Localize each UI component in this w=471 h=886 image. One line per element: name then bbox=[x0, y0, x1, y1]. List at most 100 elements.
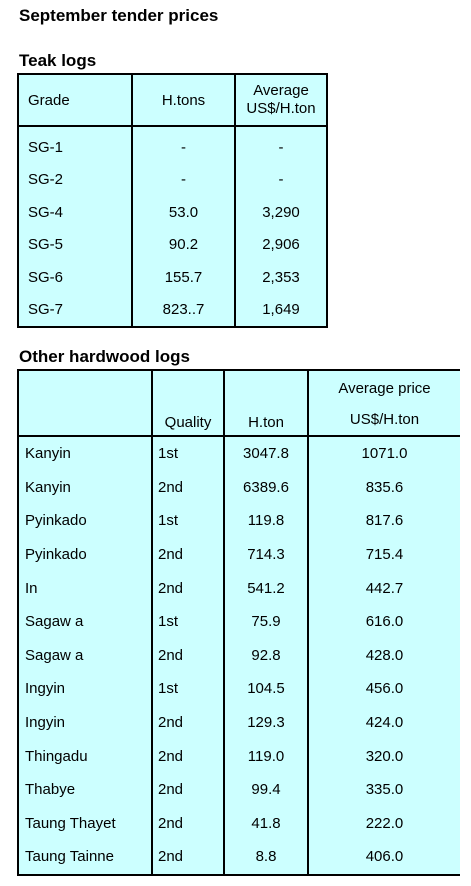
hardwood-species-cell: Sagaw a bbox=[18, 604, 153, 639]
hardwood-header-price: Average price US$/H.ton bbox=[308, 370, 460, 437]
teak-table-row: SG-7 823..7 1,649 bbox=[18, 293, 327, 327]
hardwood-header-row: Quality H.ton Average price US$/H.ton bbox=[18, 370, 460, 437]
teak-table-row: SG-5 90.2 2,906 bbox=[18, 228, 327, 261]
hardwood-quality-cell: 1st bbox=[152, 436, 225, 471]
teak-tons-cell: 53.0 bbox=[132, 196, 236, 229]
hardwood-table-row: Kanyin 1st 3047.8 1071.0 bbox=[18, 436, 460, 471]
hardwood-header-ton: H.ton bbox=[224, 370, 309, 437]
hardwood-price-cell: 1071.0 bbox=[361, 445, 408, 463]
hardwood-ton-cell: 41.8 bbox=[224, 806, 309, 841]
teak-header-price-line2: US$/H.ton bbox=[246, 100, 316, 117]
teak-tons-cell: - bbox=[132, 163, 236, 196]
hardwood-species-cell: Thingadu bbox=[18, 739, 153, 773]
teak-grade-cell: SG-6 bbox=[18, 261, 133, 294]
hardwood-table-row: Thabye 2nd 99.4 335.0 bbox=[18, 772, 460, 807]
teak-header-price: Average US$/H.ton bbox=[235, 74, 327, 127]
hardwood-species-cell: Pyinkado bbox=[18, 537, 153, 572]
teak-tons-cell: 823..7 bbox=[132, 293, 236, 327]
hardwood-quality-cell: 2nd bbox=[152, 772, 225, 807]
hardwood-table-row: Pyinkado 2nd 714.3 715.4 bbox=[18, 537, 460, 572]
hardwood-ton-cell: 92.8 bbox=[224, 638, 309, 673]
hardwood-quality-cell: 2nd bbox=[152, 470, 225, 505]
hardwood-species-cell: Ingyin bbox=[18, 672, 153, 706]
hardwood-price-cell: 335.0 bbox=[365, 781, 404, 799]
hardwood-ton-cell: 119.8 bbox=[224, 504, 309, 538]
teak-tons-cell: 155.7 bbox=[132, 261, 236, 294]
hardwood-species-cell: Kanyin bbox=[18, 470, 153, 505]
teak-price-cell: 3,290 bbox=[262, 203, 300, 221]
hardwood-ton-cell: 104.5 bbox=[224, 672, 309, 706]
hardwood-ton-cell: 714.3 bbox=[224, 537, 309, 572]
hardwood-ton-cell: 119.0 bbox=[224, 739, 309, 773]
teak-grade-cell: SG-7 bbox=[18, 293, 133, 327]
hardwood-price-cell: 424.0 bbox=[365, 714, 404, 732]
hardwood-logs-table: Quality H.ton Average price US$/H.ton Kan… bbox=[17, 369, 460, 876]
hardwood-quality-cell: 2nd bbox=[152, 806, 225, 841]
teak-table-row: SG-1- - bbox=[18, 126, 327, 164]
teak-logs-table: Grade H.tons Average US$/H.ton SG-1- - SG-2… bbox=[17, 73, 328, 328]
hardwood-table-row: Kanyin 2nd 6389.6 835.6 bbox=[18, 470, 460, 505]
teak-tons-cell: - bbox=[132, 126, 236, 164]
hardwood-table-row: In 2nd 541.2 442.7 bbox=[18, 571, 460, 605]
hardwood-ton-cell: 541.2 bbox=[224, 571, 309, 605]
hardwood-header-price-line2: US$/H.ton bbox=[349, 411, 420, 428]
hardwood-quality-cell: 2nd bbox=[152, 537, 225, 572]
hardwood-table-row: Pyinkado 1st 119.8 817.6 bbox=[18, 504, 460, 538]
teak-price-cell: 2,353 bbox=[262, 268, 300, 286]
teak-price-cell: 2,906 bbox=[262, 236, 300, 254]
hardwood-header-species bbox=[18, 370, 153, 437]
hardwood-price-cell: 320.0 bbox=[365, 747, 404, 765]
teak-grade-cell: SG-2 bbox=[18, 163, 133, 196]
hardwood-quality-cell: 1st bbox=[152, 504, 225, 538]
hardwood-quality-cell: 2nd bbox=[152, 840, 225, 875]
hardwood-table-row: Thingadu 2nd 119.0 320.0 bbox=[18, 739, 460, 773]
hardwood-ton-cell: 8.8 bbox=[224, 840, 309, 875]
hardwood-table-row: Taung Thayet 2nd 41.8 222.0 bbox=[18, 806, 460, 841]
hardwood-ton-cell: 6389.6 bbox=[224, 470, 309, 505]
hardwood-quality-cell: 2nd bbox=[152, 638, 225, 673]
hardwood-price-cell: 715.4 bbox=[365, 546, 404, 564]
teak-table-row: SG-2- - bbox=[18, 163, 327, 196]
hardwood-header-quality: Quality bbox=[152, 370, 225, 437]
hardwood-species-cell: Taung Tainne bbox=[18, 840, 153, 875]
teak-grade-cell: SG-5 bbox=[18, 228, 133, 261]
hardwood-quality-cell: 2nd bbox=[152, 739, 225, 773]
teak-price-cell: - bbox=[278, 171, 284, 189]
teak-table-row: SG-4 53.0 3,290 bbox=[18, 196, 327, 229]
hardwood-price-cell: 222.0 bbox=[365, 814, 404, 832]
hardwood-table-row: Ingyin 1st 104.5 456.0 bbox=[18, 672, 460, 706]
hardwood-species-cell: Sagaw a bbox=[18, 638, 153, 673]
hardwood-species-cell: Pyinkado bbox=[18, 504, 153, 538]
teak-tons-cell: 90.2 bbox=[132, 228, 236, 261]
hardwood-species-cell: In bbox=[18, 571, 153, 605]
teak-header-price-line1: Average bbox=[253, 82, 309, 99]
teak-price-cell: 1,649 bbox=[262, 301, 300, 319]
hardwood-price-cell: 406.0 bbox=[365, 848, 404, 866]
hardwood-price-cell: 456.0 bbox=[365, 680, 404, 698]
hardwood-table-row: Sagaw a 2nd 92.8 428.0 bbox=[18, 638, 460, 673]
teak-logs-heading: Teak logs bbox=[19, 51, 97, 70]
hardwood-ton-cell: 129.3 bbox=[224, 705, 309, 740]
teak-table-row: SG-6 155.7 2,353 bbox=[18, 261, 327, 294]
hardwood-table-row: Ingyin 2nd 129.3 424.0 bbox=[18, 705, 460, 740]
hardwood-species-cell: Kanyin bbox=[18, 436, 153, 471]
hardwood-species-cell: Ingyin bbox=[18, 705, 153, 740]
teak-grade-cell: SG-1 bbox=[18, 126, 133, 164]
hardwood-quality-cell: 2nd bbox=[152, 705, 225, 740]
hardwood-logs-heading: Other hardwood logs bbox=[19, 347, 190, 366]
teak-header-row: Grade H.tons Average US$/H.ton bbox=[18, 74, 327, 127]
hardwood-quality-cell: 1st bbox=[152, 604, 225, 639]
teak-header-tons: H.tons bbox=[132, 74, 236, 127]
hardwood-price-cell: 817.6 bbox=[365, 512, 404, 530]
hardwood-species-cell: Taung Thayet bbox=[18, 806, 153, 841]
hardwood-table-row: Sagaw a 1st 75.9 616.0 bbox=[18, 604, 460, 639]
hardwood-price-cell: 428.0 bbox=[365, 646, 404, 664]
teak-grade-cell: SG-4 bbox=[18, 196, 133, 229]
hardwood-ton-cell: 99.4 bbox=[224, 772, 309, 807]
hardwood-price-cell: 616.0 bbox=[365, 613, 404, 631]
hardwood-quality-cell: 1st bbox=[152, 672, 225, 706]
hardwood-species-cell: Thabye bbox=[18, 772, 153, 807]
hardwood-quality-cell: 2nd bbox=[152, 571, 225, 605]
hardwood-ton-cell: 3047.8 bbox=[224, 436, 309, 471]
hardwood-table-row: Taung Tainne 2nd 8.8 406.0 bbox=[18, 840, 460, 875]
